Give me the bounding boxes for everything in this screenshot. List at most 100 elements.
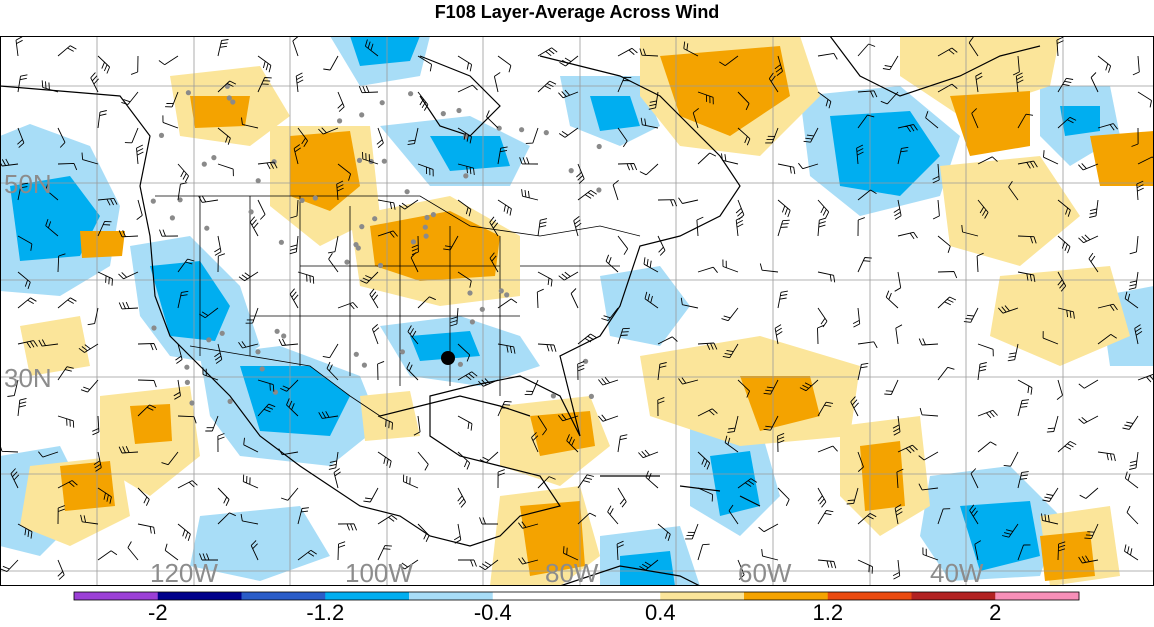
wind-barb [1017, 379, 1033, 395]
wind-barb [57, 127, 66, 148]
wind-barb [443, 235, 459, 251]
wind-barb [857, 559, 873, 574]
negative-mid-area [830, 111, 940, 196]
wind-barb [360, 271, 379, 284]
wind-barb [245, 307, 259, 324]
wind-barb [93, 451, 102, 472]
wind-barb [1057, 116, 1077, 129]
wind-barb [1015, 72, 1024, 93]
wind-barb [777, 199, 791, 218]
station-dot [274, 328, 280, 334]
station-dot [550, 393, 557, 399]
wind-barb [57, 505, 65, 525]
wind-barb [857, 90, 878, 98]
station-dot [151, 325, 157, 331]
wind-barb [1097, 55, 1112, 73]
wind-barb [243, 437, 259, 453]
wind-barb [17, 235, 33, 251]
positive-mid-area [370, 211, 500, 281]
wind-barb [41, 80, 59, 93]
wind-barb [857, 362, 869, 381]
wind-barb [657, 362, 667, 381]
wind-barb [457, 487, 466, 508]
wind-barb [857, 114, 875, 129]
station-dot [219, 330, 225, 336]
wind-barb [657, 523, 671, 541]
positive-mid-area [80, 231, 125, 258]
lon-label-60w: 60W [738, 558, 792, 586]
station-dot [456, 107, 462, 114]
station-dot [206, 337, 212, 343]
wind-barb [937, 83, 958, 93]
wind-barb [617, 327, 630, 345]
wind-barb [768, 72, 779, 93]
wind-barb [657, 235, 666, 256]
wind-barb [897, 124, 918, 133]
station-markers [150, 83, 602, 406]
wind-barb [457, 163, 475, 175]
wind-barb [497, 400, 512, 417]
wind-barb [897, 231, 918, 240]
wind-barb [970, 468, 979, 489]
positive-mid-area [1090, 131, 1154, 186]
wind-barb [17, 271, 31, 290]
station-dot [467, 290, 473, 296]
wind-barb [377, 515, 398, 525]
wind-barb [617, 487, 627, 508]
wind-barb [1131, 127, 1139, 147]
wind-barb [177, 182, 188, 201]
wind-barb [249, 216, 259, 237]
wind-barb [410, 252, 419, 273]
wind-barb [377, 451, 392, 468]
wind-barb [118, 230, 139, 238]
wind-barb [1043, 150, 1059, 165]
wind-barb [885, 290, 899, 309]
wind-barb [857, 513, 877, 525]
wind-barb [364, 39, 379, 57]
wind-barb [297, 127, 308, 147]
colorbar-segment [744, 592, 829, 600]
station-dot [381, 158, 387, 164]
wind-barb [137, 487, 150, 506]
wind-barb [57, 559, 65, 580]
wind-barb [323, 55, 339, 71]
wind-barb [38, 339, 59, 347]
wind-barb [657, 396, 665, 417]
station-dot [271, 159, 277, 165]
positive-mid-area [60, 461, 115, 511]
wind-barb [685, 523, 699, 540]
wind-barb [328, 235, 339, 254]
wind-barb [417, 163, 434, 177]
wind-barb [17, 523, 33, 539]
wind-barb [777, 290, 788, 309]
colorbar-tick-label: -2 [148, 600, 168, 622]
wind-barb [1124, 291, 1139, 309]
station-dot [479, 306, 485, 312]
wind-barb [479, 559, 499, 571]
colorbar-tick-label: -0.4 [474, 600, 512, 622]
colorbar: -2 -1.2 -0.4 0.4 1.2 2 [0, 590, 1154, 625]
wind-barb [1057, 199, 1071, 217]
wind-barb [1124, 471, 1139, 489]
wind-barb [1017, 235, 1037, 244]
wind-barb [558, 271, 579, 281]
wind-barb [576, 163, 585, 184]
wind-barb [537, 271, 553, 287]
wind-barb [617, 434, 628, 453]
lat-label-50n: 50N [4, 169, 52, 199]
positive-mid-area [190, 96, 250, 128]
wind-barb [1128, 271, 1139, 290]
wind-barb [857, 451, 864, 472]
wind-barb [537, 80, 557, 93]
wind-barb [643, 257, 659, 273]
positive-mid-area [950, 91, 1030, 156]
wind-barb [817, 445, 838, 453]
wind-barb [974, 540, 982, 561]
wind-barb [696, 216, 704, 237]
wind-barb [977, 409, 998, 419]
wind-barb [975, 72, 983, 93]
wind-barb [799, 379, 819, 392]
wind-barb [97, 220, 112, 237]
wind-barb [857, 341, 878, 349]
colorbar-segment [241, 592, 326, 600]
